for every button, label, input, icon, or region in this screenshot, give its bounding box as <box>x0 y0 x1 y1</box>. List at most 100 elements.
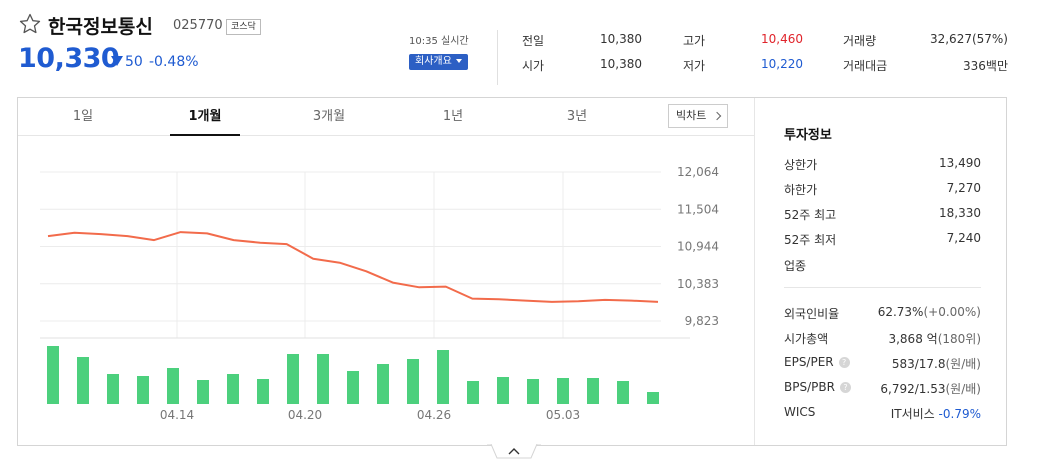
wics-change: -0.79% <box>938 407 981 421</box>
y-tick-label: 10,383 <box>677 277 719 291</box>
header-divider <box>497 30 498 85</box>
active-tab-indicator <box>170 134 240 136</box>
x-tick-label: 04.14 <box>160 408 194 422</box>
amount-label: 거래대금 <box>843 59 888 73</box>
help-icon[interactable]: ? <box>839 382 851 393</box>
period-tabs: 1일 1개월 3개월 1년 3년 <box>18 98 754 136</box>
volume-bar <box>107 374 119 404</box>
stock-code: 025770 <box>173 18 223 33</box>
bps-pbr-unit: (원/배) <box>945 382 982 396</box>
investment-info-title: 투자정보 <box>784 128 832 143</box>
tab-3year[interactable]: 3년 <box>566 109 588 124</box>
lower-limit-value: 7,270 <box>946 181 981 195</box>
eps-per-unit: (원/배) <box>945 357 982 371</box>
volume-bar <box>227 374 239 404</box>
help-icon[interactable]: ? <box>838 357 850 368</box>
upper-limit-label: 상한가 <box>784 158 818 172</box>
high-value: 10,460 <box>761 32 803 46</box>
wics-sector: IT서비스 <box>890 407 935 421</box>
foreign-ratio: 62.73% <box>877 305 924 319</box>
y-tick-label: 11,504 <box>677 202 719 216</box>
tab-1month[interactable]: 1개월 <box>188 109 222 124</box>
foreign-ratio-label: 외국인비율 <box>784 307 840 321</box>
upper-limit-value: 13,490 <box>939 156 981 170</box>
bps-pbr-label: BPS/PBR <box>784 380 835 394</box>
realtime-label: 10:35 실시간 <box>409 36 469 47</box>
volume-bar <box>257 379 269 404</box>
week52-low-label: 52주 최저 <box>784 233 837 247</box>
eps-per: 583/17.8 <box>891 357 946 371</box>
bigchart-button[interactable]: 빅차트 <box>668 104 728 128</box>
volume-bar <box>287 354 299 404</box>
bigchart-label: 빅차트 <box>676 109 707 122</box>
week52-high-value: 18,330 <box>939 206 981 220</box>
volume-bar <box>617 381 629 404</box>
sector-label: 업종 <box>784 259 807 273</box>
volume-bar <box>47 346 59 404</box>
eps-per-label: EPS/PER <box>784 355 834 369</box>
volume-bar <box>137 376 149 404</box>
volume-bar <box>347 371 359 404</box>
volume-value: 32,627(57%) <box>929 32 1008 46</box>
low-value: 10,220 <box>761 57 803 71</box>
tab-1year[interactable]: 1년 <box>442 109 464 124</box>
volume-bar <box>167 368 179 404</box>
down-triangle-icon <box>111 56 123 66</box>
volume-bar <box>407 359 419 404</box>
volume-bar <box>527 379 539 404</box>
amount-value: 336백만 <box>963 59 1008 73</box>
prev-close-label: 전일 <box>522 34 545 48</box>
volume-bar <box>77 357 89 404</box>
y-tick-label: 12,064 <box>677 165 719 179</box>
panel-divider <box>754 98 755 445</box>
current-price: 10,330 <box>18 43 120 74</box>
volume-bar <box>497 377 509 404</box>
bps-pbr-label-row: BPS/PBR? <box>784 380 851 394</box>
volume-bar <box>437 350 449 404</box>
eps-per-label-row: EPS/PER? <box>784 355 850 369</box>
wics-value: IT서비스 -0.79% <box>850 405 981 422</box>
x-tick-label: 04.26 <box>417 408 451 422</box>
tab-1day[interactable]: 1일 <box>72 109 94 124</box>
bps-pbr: 6,792/1.53 <box>880 382 946 396</box>
price-chart[interactable]: 12,064 11,504 10,944 10,383 9,823 04.14 04.20 0… <box>0 0 760 446</box>
stock-name: 한국정보통신 <box>48 16 153 38</box>
week52-low-value: 7,240 <box>946 231 981 245</box>
prev-close-value: 10,380 <box>600 32 642 46</box>
bps-pbr-value: 6,792/1.53(원/배) <box>850 380 981 397</box>
tab-3month[interactable]: 3개월 <box>312 109 346 124</box>
market-cap: 3,868 억 <box>888 332 938 346</box>
x-tick-label: 04.20 <box>288 408 322 422</box>
volume-bar <box>467 381 479 404</box>
company-overview-label: 회사개요 <box>415 56 452 67</box>
volume-bar <box>377 364 389 404</box>
low-label: 저가 <box>683 59 706 73</box>
chevron-up-icon <box>508 448 520 455</box>
volume-bar <box>557 378 569 404</box>
market-cap-label: 시가총액 <box>784 332 829 346</box>
volume-label: 거래량 <box>843 34 877 48</box>
eps-per-value: 583/17.8(원/배) <box>850 355 981 372</box>
open-label: 시가 <box>522 59 545 73</box>
volume-bar <box>317 354 329 404</box>
company-overview-button[interactable]: 회사개요 <box>409 54 468 70</box>
open-value: 10,380 <box>600 57 642 71</box>
high-label: 고가 <box>683 34 706 48</box>
collapse-button[interactable] <box>487 444 541 469</box>
favorite-star-icon[interactable] <box>18 12 42 36</box>
caret-down-icon <box>455 59 462 63</box>
x-tick-label: 05.03 <box>546 408 580 422</box>
foreign-ratio-value: 62.73%(+0.00%) <box>850 305 981 319</box>
week52-high-label: 52주 최고 <box>784 208 837 222</box>
volume-bar <box>197 380 209 404</box>
volume-bar <box>647 392 659 404</box>
market-badge: 코스닥 <box>226 19 261 35</box>
foreign-ratio-change: (+0.00%) <box>923 305 981 319</box>
panel-section-divider <box>784 287 981 288</box>
price-change-percent: -0.48% <box>149 54 199 70</box>
price-line <box>47 231 659 303</box>
lower-limit-label: 하한가 <box>784 183 818 197</box>
wics-label: WICS <box>784 405 816 419</box>
volume-bar <box>587 378 599 404</box>
y-tick-label: 9,823 <box>685 314 719 328</box>
